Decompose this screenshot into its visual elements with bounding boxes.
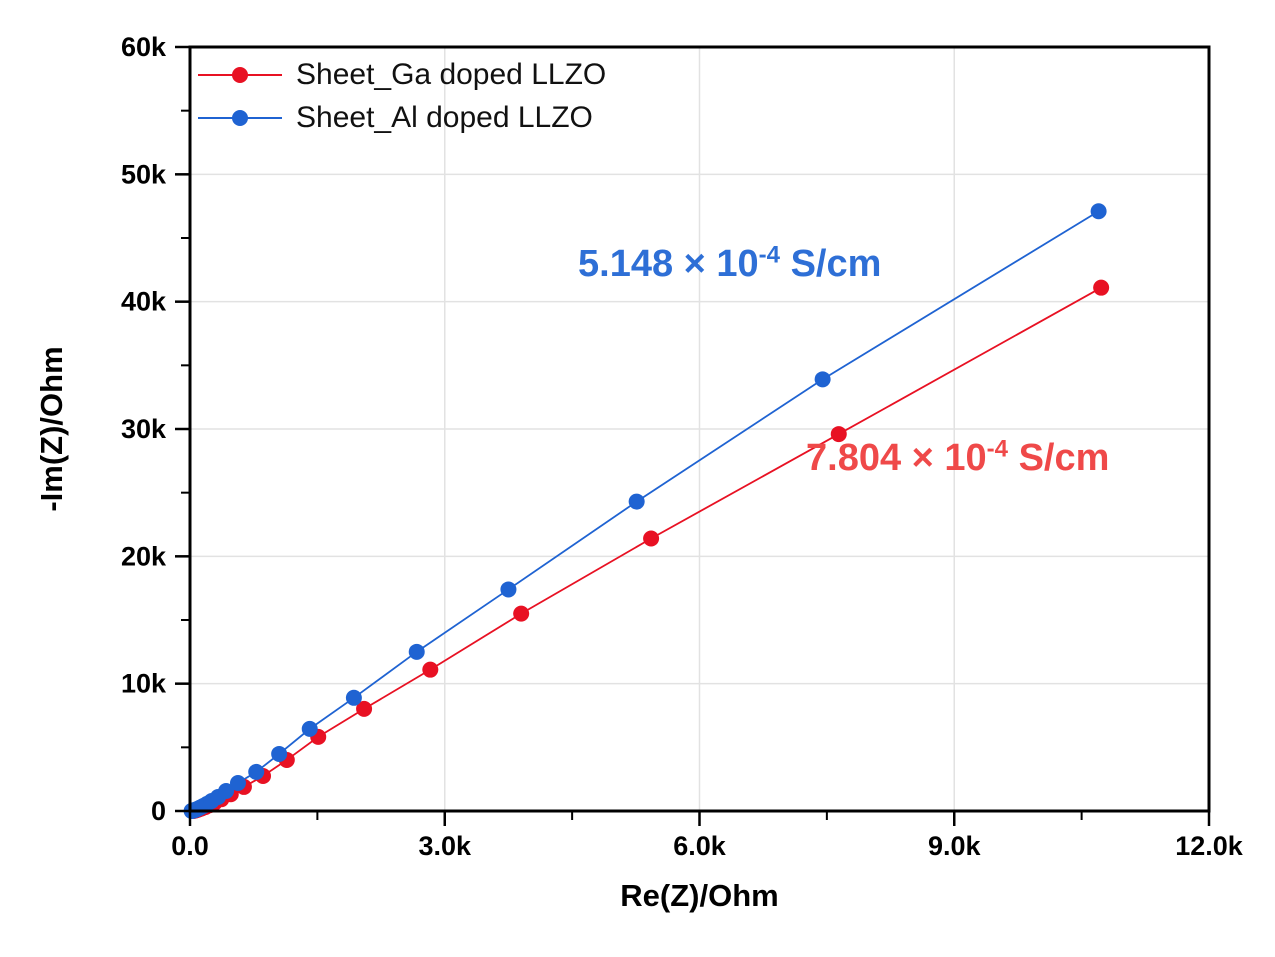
y-tick-label: 10k [121,669,167,699]
conductivity-annotation-al: 5.148 × 10-4 S/cm [578,243,881,286]
data-point-series-1 [271,745,288,762]
y-tick-label: 50k [121,159,167,189]
data-point-series-1 [345,689,362,706]
legend-marker-blue-icon [232,109,248,126]
legend-item-ga-doped: Sheet_Ga doped LLZO [198,53,606,96]
y-tick-label: 40k [121,287,167,317]
legend-item-al-doped: Sheet_Al doped LLZO [198,96,606,139]
conductivity-annotation-ga: 7.804 × 10-4 S/cm [806,437,1109,480]
data-point-series-1 [301,720,318,737]
plot-frame [188,45,1211,813]
data-point-series-1 [229,774,246,791]
data-point-series-1 [628,493,645,510]
legend-marker-red-icon [232,66,248,83]
annotation-ga-unit: S/cm [1008,437,1110,479]
legend-swatch-ga [198,66,282,83]
y-tick-label: 30k [121,414,167,444]
data-point-series-0 [356,700,373,717]
data-point-series-0 [643,530,660,547]
x-tick-label: 3.0k [418,831,472,861]
data-point-series-1 [408,643,425,660]
series-line-0 [192,286,1102,812]
data-point-series-0 [422,661,439,678]
x-axis-title: Re(Z)/Ohm [620,878,779,913]
legend-label-ga: Sheet_Ga doped LLZO [296,57,607,91]
data-point-series-0 [830,426,847,443]
y-tick-label: 60k [121,32,167,62]
annotation-al-exponent: -4 [758,241,781,269]
y-axis-title: -Im(Z)/Ohm [34,346,69,512]
data-point-series-1 [248,763,265,780]
y-tick-label: 0 [151,796,166,826]
data-point-series-1 [814,371,831,388]
data-point-series-1 [1090,203,1107,220]
x-tick-label: 12.0k [1175,831,1244,861]
x-tick-label: 9.0k [928,831,982,861]
data-point-series-0 [1093,279,1110,296]
annotation-al-value: 5.148 × 10 [578,243,759,285]
annotation-al-unit: S/cm [780,243,882,285]
legend-label-al: Sheet_Al doped LLZO [296,100,593,134]
y-tick-label: 20k [121,541,167,571]
annotation-ga-value: 7.804 × 10 [806,437,987,479]
data-point-series-1 [500,581,517,598]
x-tick-label: 6.0k [673,831,727,861]
x-tick-label: 0.0 [171,831,209,861]
legend-swatch-al [198,109,282,126]
legend: Sheet_Ga doped LLZO Sheet_Al doped LLZO [198,53,606,139]
data-point-series-1 [218,783,235,800]
data-point-series-0 [513,605,530,622]
annotation-ga-exponent: -4 [986,435,1009,463]
